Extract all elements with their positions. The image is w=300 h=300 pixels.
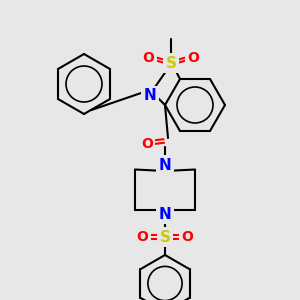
Text: O: O — [136, 230, 148, 244]
Text: N: N — [144, 88, 156, 104]
Text: S: S — [160, 230, 170, 244]
Text: O: O — [188, 52, 200, 65]
Text: S: S — [166, 56, 176, 70]
Text: O: O — [182, 230, 194, 244]
Text: O: O — [142, 52, 154, 65]
Text: N: N — [159, 207, 171, 222]
Text: N: N — [159, 158, 171, 172]
Text: O: O — [141, 137, 153, 151]
